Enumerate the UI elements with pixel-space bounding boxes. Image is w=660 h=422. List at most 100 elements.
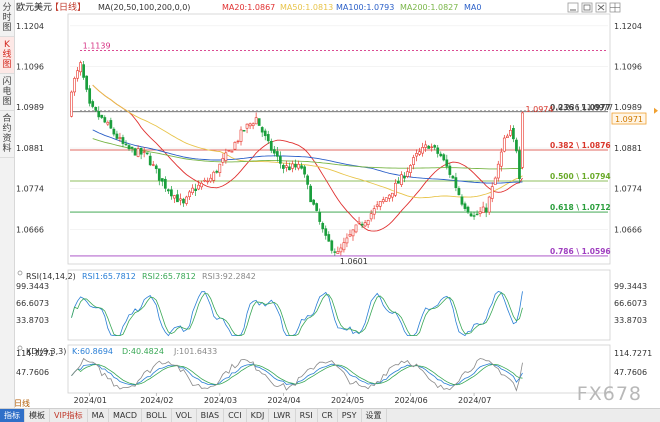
candle-body (170, 189, 173, 197)
rsi-tick-top-right: 99.3443 (614, 282, 647, 291)
sidebar-item-flash[interactable]: 闪电图 (0, 74, 14, 111)
candle-body (469, 213, 473, 217)
candle-body (179, 198, 182, 201)
tab-kdj[interactable]: KDJ (247, 409, 270, 422)
candle-body (130, 146, 134, 149)
candle-body (260, 127, 264, 133)
candle-body (136, 148, 140, 157)
rsi3-readout: RSI3:92.2842 (202, 272, 256, 281)
candle-body (209, 177, 213, 182)
candle-body (421, 147, 424, 154)
kdj-d-readout: D:40.4824 (122, 347, 164, 356)
candle-body (115, 133, 119, 139)
candle-body (427, 145, 431, 149)
candle-body (233, 141, 237, 150)
candle-body (275, 151, 279, 157)
candle-body (342, 242, 346, 251)
tab-lwr[interactable]: LWR (269, 409, 296, 422)
candle-body (124, 143, 128, 146)
candle-body (502, 137, 506, 152)
candle-body (390, 192, 394, 198)
period-label: 【日线】 (50, 1, 86, 13)
candle-body (357, 221, 361, 224)
candle-body (518, 150, 521, 180)
candle-body (139, 147, 143, 155)
tab-bias[interactable]: BIAS (197, 409, 225, 422)
tab-macd[interactable]: MACD (109, 409, 143, 422)
candle-body (521, 112, 524, 168)
candle-body (82, 64, 85, 78)
candle-body (257, 118, 261, 126)
close-icon[interactable] (595, 2, 607, 13)
price-tick-right: 1.0774 (614, 185, 642, 194)
rsi-drag-handle[interactable] (17, 270, 23, 276)
candle-body (182, 198, 185, 204)
candle-body (242, 130, 246, 132)
candle-body (91, 101, 95, 107)
sidebar-item-kline[interactable]: K线图 (0, 37, 14, 74)
candle-body (230, 150, 234, 153)
candle-body (460, 196, 464, 205)
candle-body (509, 130, 512, 136)
kdj-tick-top: 114.7271 (16, 349, 54, 358)
candle-body (445, 159, 449, 167)
tab-settings[interactable]: 设置 (362, 409, 387, 422)
candle-body (345, 237, 349, 244)
tab-indicators[interactable]: 指标 (0, 409, 25, 422)
tab-cr[interactable]: CR (318, 409, 338, 422)
candle-body (418, 151, 421, 155)
tab-rsi[interactable]: RSI (296, 409, 318, 422)
rsi-tick-mid: 66.6073 (16, 299, 49, 308)
tab-vip-indicators[interactable]: VIP指标 (50, 409, 88, 422)
candle-body (248, 123, 252, 127)
tab-template[interactable]: 模板 (25, 409, 50, 422)
tab-boll[interactable]: BOLL (142, 409, 172, 422)
candle-body (100, 114, 104, 118)
rsi-tick-top: 99.3443 (16, 282, 49, 291)
price-tick-left: 1.1204 (16, 22, 44, 31)
restore-icon[interactable] (581, 2, 593, 13)
candle-body (384, 197, 388, 202)
grid-lines (70, 25, 608, 230)
grid-icon[interactable] (609, 2, 621, 13)
candle-body (88, 88, 92, 104)
candle-body (154, 165, 158, 170)
low-label: 1.0601 (340, 257, 368, 266)
candle-body (303, 166, 306, 175)
price-axis: 1.1204 1.1204 1.1096 1.1096 1.0989 1.0989 1.08… (16, 22, 642, 235)
candle-body (251, 123, 255, 127)
tab-ma[interactable]: MA (88, 409, 110, 422)
price-tick-left: 1.1096 (16, 63, 44, 72)
candle-body (387, 194, 391, 199)
candle-body (351, 229, 355, 237)
candle-body (448, 165, 452, 175)
ma0-readout: MA0 (464, 3, 481, 12)
ma50-line (92, 84, 523, 199)
period-tag[interactable]: 日线 (14, 399, 30, 408)
price-tick-left: 1.0666 (16, 225, 44, 234)
minimize-icon[interactable] (567, 2, 579, 13)
fib-label: 0.382 \ 1.0876 (550, 141, 611, 150)
candle-body (487, 196, 491, 213)
sidebar-item-timeshare[interactable]: 分时图 (0, 0, 14, 37)
kdj-tick-mid-right: 47.7606 (614, 368, 647, 377)
candle-body (285, 165, 288, 168)
candle-body (324, 228, 328, 236)
tab-psy[interactable]: PSY (338, 409, 362, 422)
candle-body (239, 129, 243, 142)
candle-body (409, 165, 412, 173)
sidebar-item-contract[interactable]: 合约资料 (0, 111, 14, 158)
chart-canvas[interactable]: 欧元美元 【日线】 MA(20,50,100,200,0,0) MA20:1.0… (14, 0, 660, 408)
rsi2-line (71, 292, 523, 336)
tab-vol[interactable]: VOL (172, 409, 197, 422)
price-tick-left: 1.0774 (16, 185, 44, 194)
kdj-d-line (71, 364, 523, 386)
tab-cci[interactable]: CCI (224, 409, 247, 422)
kdj-drag-handle[interactable] (17, 345, 23, 351)
candle-body (163, 178, 167, 189)
candle-body (415, 153, 418, 157)
kdj-title: KDJ(9,3,3) (26, 347, 66, 356)
x-tick-label: 2024/05 (331, 396, 364, 405)
candle-body (73, 78, 76, 93)
